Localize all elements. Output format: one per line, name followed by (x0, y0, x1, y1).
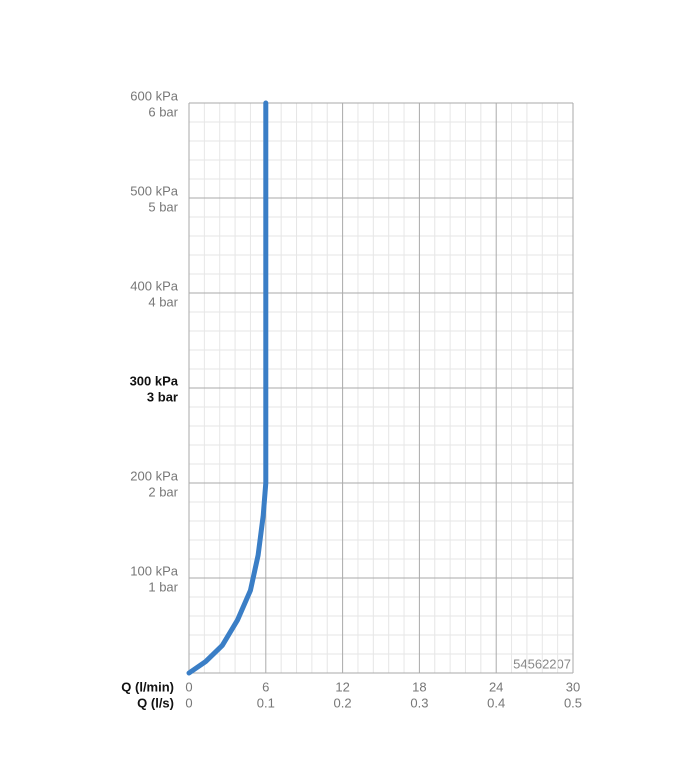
x2-tick-label: 0.4 (487, 695, 505, 710)
flow-curve (186, 100, 269, 676)
y-tick-label: 600 kPa (130, 88, 178, 103)
y2-tick-label: 1 bar (148, 579, 178, 594)
x2-axis-label: Q (l/s) (137, 695, 174, 710)
x2-tick-label: 0 (185, 695, 192, 710)
y-tick-label: 500 kPa (130, 183, 178, 198)
x2-tick-label: 0.5 (564, 695, 582, 710)
y-tick-label: 300 kPa (130, 373, 179, 388)
x-tick-label: 12 (335, 679, 349, 694)
x2-tick-label: 0.2 (334, 695, 352, 710)
x-tick-label: 24 (489, 679, 503, 694)
x-tick-label: 6 (262, 679, 269, 694)
y2-tick-label: 3 bar (147, 389, 178, 404)
y2-tick-label: 6 bar (148, 104, 178, 119)
y-tick-label: 200 kPa (130, 468, 178, 483)
x-axis-label: Q (l/min) (121, 679, 174, 694)
y2-tick-label: 5 bar (148, 199, 178, 214)
y-tick-label: 400 kPa (130, 278, 178, 293)
x-tick-label: 0 (185, 679, 192, 694)
x-tick-label: 18 (412, 679, 426, 694)
y2-tick-label: 4 bar (148, 294, 178, 309)
y2-tick-label: 2 bar (148, 484, 178, 499)
x2-tick-label: 0.3 (410, 695, 428, 710)
y-tick-label: 100 kPa (130, 563, 178, 578)
x2-tick-label: 0.1 (257, 695, 275, 710)
x-tick-label: 30 (566, 679, 580, 694)
